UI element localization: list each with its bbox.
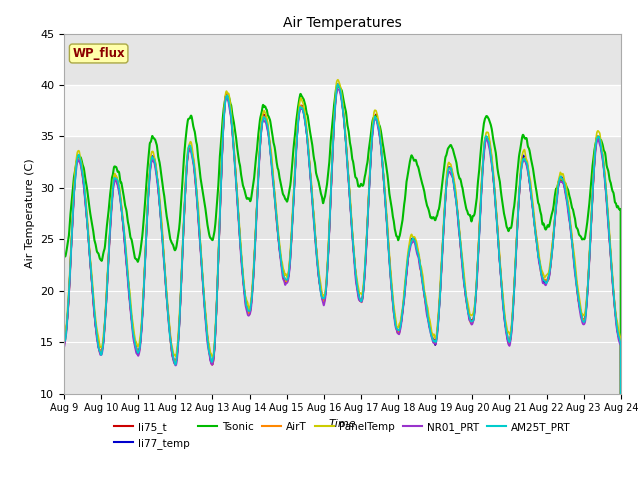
- Line: Tsonic: Tsonic: [64, 84, 621, 480]
- NR01_PRT: [160, 261, 168, 267]
- AirT: [499, 297, 507, 303]
- AM25T_PRT: [334, 82, 342, 87]
- Tsonic: [322, 190, 330, 196]
- Line: PanelTemp: PanelTemp: [64, 80, 621, 480]
- PanelTemp: [322, 287, 330, 292]
- li75_t: [60, 338, 68, 344]
- Tsonic: [333, 82, 341, 87]
- Y-axis label: Air Temperature (C): Air Temperature (C): [24, 159, 35, 268]
- Line: li77_temp: li77_temp: [64, 84, 621, 480]
- li75_t: [322, 291, 330, 297]
- li77_temp: [160, 257, 168, 263]
- PanelTemp: [436, 278, 444, 284]
- li77_temp: [436, 286, 444, 291]
- Tsonic: [60, 254, 68, 260]
- li75_t: [436, 284, 444, 290]
- AM25T_PRT: [499, 298, 507, 304]
- Line: AirT: AirT: [64, 84, 621, 480]
- AM25T_PRT: [60, 337, 68, 343]
- li77_temp: [499, 299, 507, 304]
- NR01_PRT: [616, 342, 624, 348]
- Tsonic: [499, 203, 507, 209]
- PanelTemp: [160, 254, 168, 260]
- Bar: [64, 85, 621, 136]
- li77_temp: [60, 335, 68, 341]
- li75_t: [467, 317, 475, 323]
- Tsonic: [467, 218, 475, 224]
- AirT: [616, 339, 624, 345]
- X-axis label: Time: Time: [328, 419, 356, 429]
- li75_t: [160, 256, 168, 262]
- Line: NR01_PRT: NR01_PRT: [64, 89, 621, 480]
- PanelTemp: [60, 334, 68, 339]
- AM25T_PRT: [616, 339, 624, 345]
- PanelTemp: [499, 292, 507, 298]
- AirT: [322, 288, 330, 293]
- Text: WP_flux: WP_flux: [72, 47, 125, 60]
- NR01_PRT: [322, 294, 330, 300]
- li75_t: [499, 298, 507, 304]
- PanelTemp: [616, 334, 624, 340]
- li77_temp: [616, 338, 624, 344]
- PanelTemp: [334, 77, 342, 83]
- NR01_PRT: [60, 345, 68, 350]
- AirT: [160, 257, 168, 263]
- li75_t: [334, 83, 342, 88]
- Title: Air Temperatures: Air Temperatures: [283, 16, 402, 30]
- PanelTemp: [467, 312, 475, 318]
- NR01_PRT: [436, 288, 444, 294]
- NR01_PRT: [333, 86, 341, 92]
- li77_temp: [334, 82, 342, 87]
- li77_temp: [467, 320, 475, 326]
- AirT: [436, 285, 444, 291]
- AirT: [467, 320, 475, 326]
- Tsonic: [436, 195, 444, 201]
- li77_temp: [322, 290, 330, 296]
- AM25T_PRT: [160, 258, 168, 264]
- AM25T_PRT: [322, 289, 330, 295]
- Legend: li75_t, li77_temp, Tsonic, AirT, PanelTemp, NR01_PRT, AM25T_PRT: li75_t, li77_temp, Tsonic, AirT, PanelTe…: [109, 418, 575, 453]
- Tsonic: [160, 192, 168, 197]
- NR01_PRT: [499, 301, 507, 307]
- NR01_PRT: [467, 322, 475, 327]
- AirT: [335, 82, 342, 87]
- AM25T_PRT: [467, 319, 475, 324]
- Line: li75_t: li75_t: [64, 85, 621, 480]
- Line: AM25T_PRT: AM25T_PRT: [64, 84, 621, 480]
- Tsonic: [616, 207, 624, 213]
- li75_t: [616, 336, 624, 342]
- AirT: [60, 340, 68, 346]
- AM25T_PRT: [436, 286, 444, 292]
